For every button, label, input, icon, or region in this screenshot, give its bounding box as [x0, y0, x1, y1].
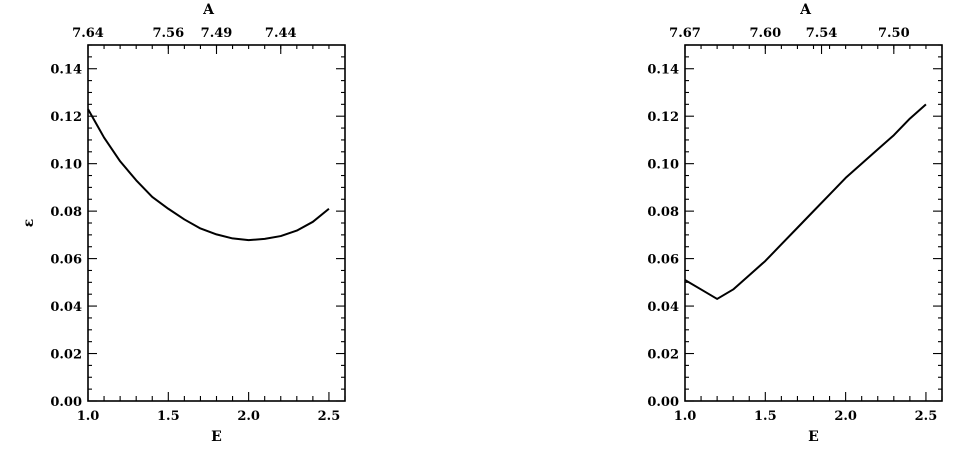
plot-frame — [684, 44, 943, 402]
y-tick-label: 0.02 — [647, 348, 679, 363]
right-panel: 1.0 1.5 2.0 2.5 7.67 7.60 7.54 7.50 0.00 0.02 0.04… — [647, 2, 943, 445]
y-tick-label: 0.00 — [647, 395, 679, 410]
x-tick-label: 2.5 — [318, 409, 341, 424]
y-tick-label: 0.08 — [50, 205, 82, 220]
x-tick-label: 1.0 — [77, 409, 100, 424]
plot-frame — [87, 44, 346, 402]
x-tick-label: 2.5 — [915, 409, 938, 424]
y-tick-label: 0.00 — [50, 395, 82, 410]
series-line-0 — [684, 103, 927, 300]
x-axis-label: E — [808, 429, 819, 445]
series-line-0 — [87, 108, 330, 242]
x-tick-label: 1.0 — [674, 409, 697, 424]
y-tick-label: 0.04 — [50, 300, 82, 315]
top-axis-label: A — [799, 2, 812, 18]
x-tick-label: 1.5 — [754, 409, 777, 424]
y-tick-label: 0.12 — [50, 110, 82, 125]
top-tick-label: 7.54 — [806, 26, 838, 41]
y-tick-label: 0.12 — [647, 110, 679, 125]
x-axis-label: E — [211, 429, 222, 445]
y-tick-label: 0.06 — [50, 253, 82, 268]
top-tick-label: 7.49 — [201, 26, 233, 41]
y-tick-label: 0.14 — [50, 63, 82, 78]
x-tick-label: 2.0 — [834, 409, 857, 424]
y-tick-label: 0.10 — [647, 158, 679, 173]
top-tick-label: 7.50 — [878, 26, 910, 41]
left-panel: 1.0 1.5 2.0 2.5 7.64 7.56 7.49 7.44 0.00 0.02 0.04… — [21, 2, 346, 445]
top-tick-label: 7.64 — [72, 26, 104, 41]
y-tick-label: 0.06 — [647, 253, 679, 268]
x-tick-label: 1.5 — [157, 409, 180, 424]
x-tick-label: 2.0 — [237, 409, 260, 424]
top-tick-label: 7.44 — [265, 26, 297, 41]
y-tick-label: 0.08 — [647, 205, 679, 220]
y-axis-label: ε — [21, 219, 37, 228]
y-tick-label: 0.10 — [50, 158, 82, 173]
y-tick-label: 0.04 — [647, 300, 679, 315]
top-axis-label: A — [202, 2, 215, 18]
top-tick-label: 7.67 — [669, 26, 701, 41]
y-tick-label: 0.14 — [647, 63, 679, 78]
top-tick-label: 7.60 — [749, 26, 781, 41]
y-tick-label: 0.02 — [50, 348, 82, 363]
top-tick-label: 7.56 — [152, 26, 184, 41]
